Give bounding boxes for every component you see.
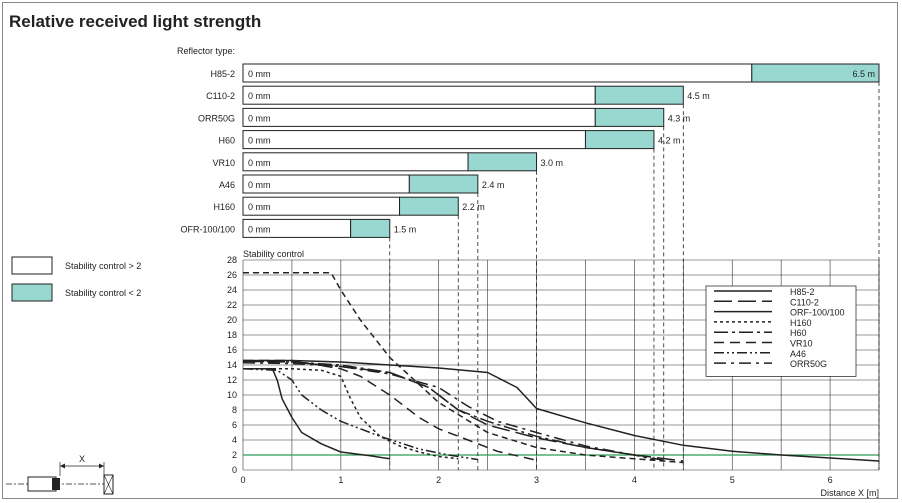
reflector-label: OFR-100/100 xyxy=(180,224,235,234)
reflector-label: VR10 xyxy=(212,158,235,168)
legend-label: ORF-100/100 xyxy=(790,308,845,318)
reflector-label: H160 xyxy=(213,202,235,212)
bar-range-label: 3.0 m xyxy=(541,158,564,168)
dimension-label: X xyxy=(79,454,85,464)
bar-unstable-segment xyxy=(350,218,391,238)
bar-start-label: 0 mm xyxy=(248,91,271,101)
legend-label: VR10 xyxy=(790,339,813,349)
bar-unstable-segment xyxy=(594,85,684,105)
bar-unstable-segment xyxy=(584,130,655,150)
bar-stable-segment xyxy=(242,130,586,150)
x-tick-label: 2 xyxy=(436,475,441,485)
dimension-arrows xyxy=(60,463,104,469)
figure-title: Relative received light strength xyxy=(9,12,262,31)
y-tick-label: 16 xyxy=(227,345,237,355)
bar-unstable-segment xyxy=(467,152,538,172)
series-line xyxy=(242,360,655,461)
bar-range-label: 6.5 m xyxy=(852,69,875,79)
bar-start-label: 0 mm xyxy=(248,202,271,212)
legend-label: C110-2 xyxy=(790,297,819,307)
bar-stable-segment xyxy=(242,152,469,172)
y-tick-label: 12 xyxy=(227,375,237,385)
reflector-label: A46 xyxy=(219,180,235,190)
bar-start-label: 0 mm xyxy=(248,224,271,234)
reflector-hatch xyxy=(103,474,114,495)
bar-range-label: 2.2 m xyxy=(462,202,485,212)
x-tick-label: 4 xyxy=(632,475,637,485)
reflector-label: H85-2 xyxy=(210,69,235,79)
reflector-label: H60 xyxy=(218,136,235,146)
reflector-type-label: Reflector type: xyxy=(177,46,235,56)
sensor-lens xyxy=(52,478,60,490)
legend-label: H160 xyxy=(790,318,812,328)
series-line xyxy=(242,362,664,462)
bar-unstable-segment xyxy=(399,196,459,216)
bar-range-label: 1.5 m xyxy=(394,224,417,234)
y-tick-label: 18 xyxy=(227,330,237,340)
series-line xyxy=(243,359,880,462)
y-tick-label: 20 xyxy=(227,315,237,325)
legend-label: H85-2 xyxy=(790,287,815,297)
bar-unstable-segment xyxy=(751,63,880,83)
bar-stable-segment xyxy=(242,85,596,105)
sensor-body xyxy=(27,476,57,492)
y-tick-label: 2 xyxy=(232,450,237,460)
series-line xyxy=(243,272,684,464)
bar-range-label: 4.2 m xyxy=(658,136,681,146)
bar-stable-segment xyxy=(242,107,596,127)
y-tick-label: 6 xyxy=(232,420,237,430)
stability-legend-label: Stability control < 2 xyxy=(65,288,141,298)
bar-range-label: 4.3 m xyxy=(668,113,691,123)
y-tick-label: 26 xyxy=(227,270,237,280)
x-tick-label: 0 xyxy=(240,475,245,485)
series-line xyxy=(243,368,390,460)
y-tick-label: 8 xyxy=(232,405,237,415)
bar-range-label: 2.4 m xyxy=(482,180,505,190)
legend-box xyxy=(705,285,857,377)
legend-label: ORR50G xyxy=(790,359,827,369)
x-tick-label: 1 xyxy=(338,475,343,485)
bar-unstable-segment xyxy=(594,107,665,127)
bar-start-label: 0 mm xyxy=(248,136,271,146)
series-line xyxy=(243,359,537,462)
y-tick-label: 10 xyxy=(227,390,237,400)
y-tick-label: 0 xyxy=(232,465,237,475)
legend-label: A46 xyxy=(790,349,806,359)
stability-legend-label: Stability control > 2 xyxy=(65,261,141,271)
stability-legend: Stability control > 2 Stability control <… xyxy=(11,256,141,302)
sensor-sketch: X xyxy=(6,454,114,495)
y-tick-label: 24 xyxy=(227,285,237,295)
stability-plot: Stability control02468101214161820222426… xyxy=(227,249,880,498)
x-tick-label: 3 xyxy=(534,475,539,485)
range-guides xyxy=(389,82,880,470)
bar-start-label: 0 mm xyxy=(248,113,271,123)
y-tick-label: 14 xyxy=(227,360,237,370)
legend-swatch-box xyxy=(11,256,53,275)
x-tick-label: 6 xyxy=(828,475,833,485)
x-axis-label: Distance X [m] xyxy=(820,488,879,498)
series-line xyxy=(243,368,459,460)
curve-legend: H85-2C110-2ORF-100/100H160H60VR10A46ORR5… xyxy=(705,285,857,377)
x-tick-label: 5 xyxy=(730,475,735,485)
y-tick-label: 4 xyxy=(232,435,237,445)
reflector-label: ORR50G xyxy=(198,113,235,123)
legend-swatch-box xyxy=(11,283,53,302)
bar-stable-segment xyxy=(242,63,753,83)
bar-start-label: 0 mm xyxy=(248,158,271,168)
y-tick-label: 22 xyxy=(227,300,237,310)
bar-range-label: 4.5 m xyxy=(687,91,710,101)
bar-start-label: 0 mm xyxy=(248,69,271,79)
plot-title: Stability control xyxy=(243,249,304,259)
y-tick-label: 28 xyxy=(227,255,237,265)
series-line xyxy=(242,368,478,461)
bar-start-label: 0 mm xyxy=(248,180,271,190)
legend-label: H60 xyxy=(790,328,807,338)
range-bars: Reflector type: H85-2 0 mm 6.5 m C110-2 0 mm 4… xyxy=(177,46,880,238)
bar-unstable-segment xyxy=(408,174,479,194)
reflector-label: C110-2 xyxy=(206,91,235,101)
